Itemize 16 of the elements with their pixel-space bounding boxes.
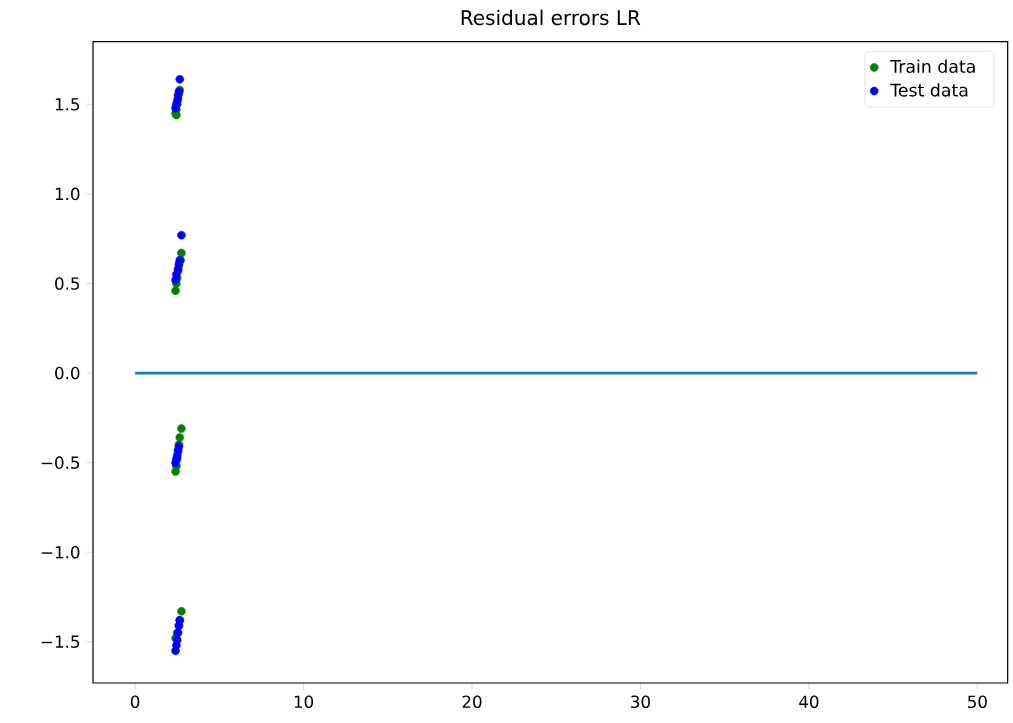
chart-title: Residual errors LR xyxy=(461,9,641,26)
x-tick-label: 0 xyxy=(130,695,140,709)
y-tick-label: 1.0 xyxy=(55,187,80,201)
x-tick-label: 50 xyxy=(968,695,987,709)
y-tick-label: −1.0 xyxy=(41,545,80,559)
x-tick-label: 30 xyxy=(631,695,650,709)
x-tick-label: 20 xyxy=(462,695,482,709)
y-tick-label: 0.5 xyxy=(55,277,80,290)
y-tick-label: 0.0 xyxy=(55,366,80,380)
x-tick-label: 40 xyxy=(799,695,819,709)
legend-label: Train data xyxy=(890,59,975,73)
y-tick-label: −0.5 xyxy=(41,456,80,469)
y-tick-label: 1.5 xyxy=(55,98,80,111)
y-tick-label: −1.5 xyxy=(41,635,80,648)
x-tick-label: 10 xyxy=(294,695,314,709)
legend-label: Test data xyxy=(890,83,968,97)
